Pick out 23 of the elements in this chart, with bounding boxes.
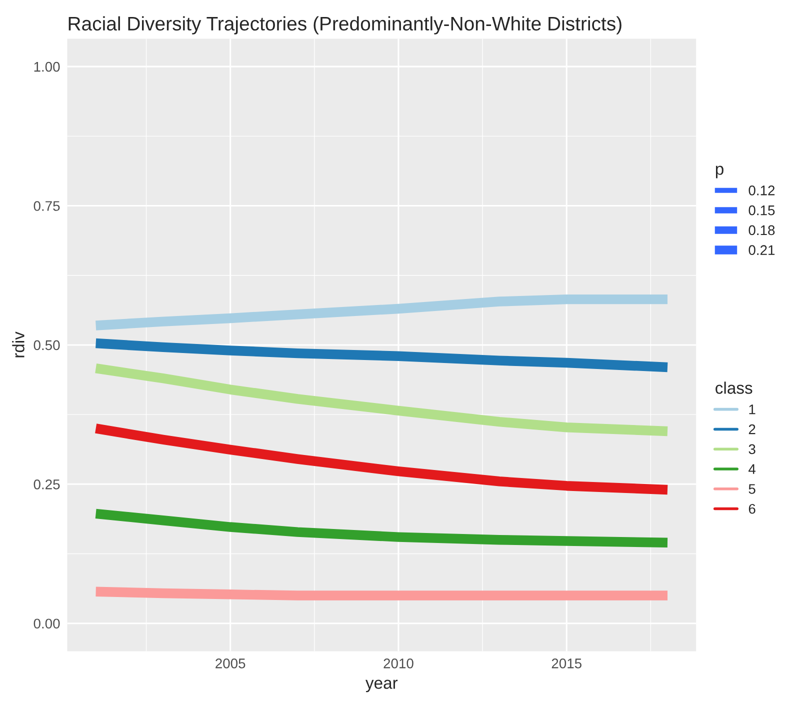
y-tick-label: 0.25: [34, 479, 60, 490]
x-tick-label: 2015: [552, 658, 582, 668]
y-tick-label: 0.00: [34, 618, 60, 629]
text: p: [716, 166, 724, 178]
legend-label: 1: [749, 404, 756, 414]
y-tick-label: 1.00: [34, 62, 60, 72]
x-tick-label: 2010: [384, 658, 414, 668]
x-tick-label: 2005: [216, 658, 246, 668]
y-tick-label: 0.75: [34, 201, 60, 211]
legend-label: 6: [748, 504, 756, 514]
text: 0.18: [748, 225, 775, 236]
text: 0.15: [748, 205, 775, 216]
text: class: [716, 382, 752, 394]
legend-label: 4: [748, 464, 756, 474]
chart-title: Racial Diversity Trajectories (Predominantly-Non-White Districts): [68, 16, 622, 34]
text: 0.21: [748, 245, 775, 256]
legend-label: 5: [748, 484, 756, 494]
y-tick-label: 0.50: [34, 340, 60, 350]
text: 0.12: [748, 186, 775, 196]
x-axis-title: year: [365, 680, 398, 692]
legend-label: 3: [748, 444, 756, 454]
legend-label: 2: [748, 424, 756, 434]
y-axis-title: rdiv: [12, 332, 24, 358]
